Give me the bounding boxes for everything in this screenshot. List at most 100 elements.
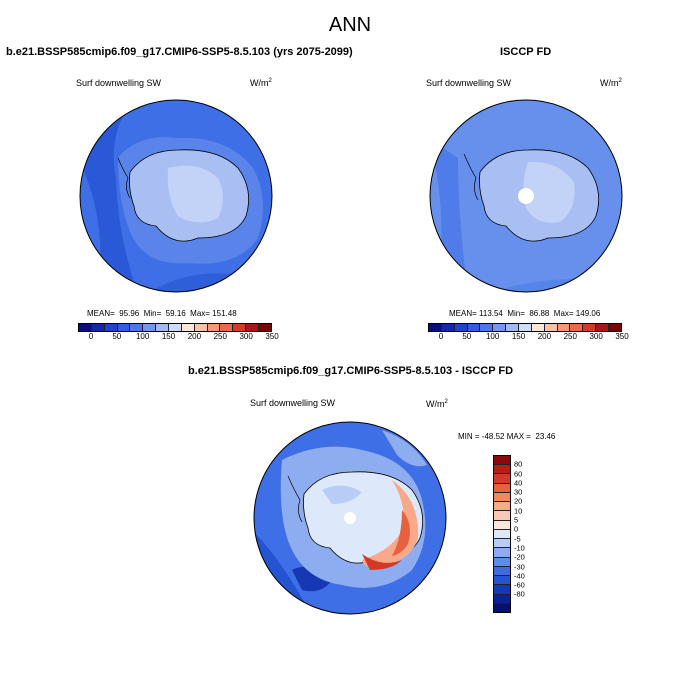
panel3-stats: MIN = -48.52 MAX = 23.46 [458, 432, 556, 441]
colorbar-swatch [494, 465, 510, 475]
colorbar-swatch [480, 324, 494, 331]
colorbar-tick-label: 150 [161, 332, 176, 341]
colorbar-tick-label: 10 [514, 506, 523, 516]
panel2-peninsula-coast [463, 153, 479, 201]
colorbar-swatch [259, 324, 271, 331]
colorbar-swatch [494, 566, 510, 577]
colorbar-swatch [429, 324, 442, 331]
panel1-map [79, 99, 273, 293]
colorbar-swatch [494, 603, 510, 612]
colorbar-swatch [117, 324, 131, 331]
panel3-strong-positive [392, 510, 410, 556]
colorbar-tick-label: 30 [514, 487, 523, 497]
panel1-stats: MEAN= 95.96 Min= 59.16 Max= 151.48 [87, 309, 237, 318]
colorbar-tick-label: 100 [485, 332, 500, 341]
colorbar-tick-label: 60 [514, 469, 523, 479]
colorbar-swatch [570, 324, 584, 331]
colorbar-swatch [246, 324, 260, 331]
colorbar-swatch [494, 502, 510, 512]
colorbar-swatch [494, 483, 510, 493]
colorbar-swatch [494, 576, 510, 586]
colorbar-tick-label: -10 [514, 543, 525, 553]
colorbar-tick-label: 0 [88, 332, 94, 341]
colorbar-tick-label: 350 [615, 332, 629, 341]
colorbar-tick-label: 50 [462, 332, 472, 341]
colorbar-swatch [596, 324, 610, 331]
colorbar-tick-label: -30 [514, 562, 525, 572]
colorbar-swatch [156, 324, 170, 331]
panel3-negative-interior [322, 485, 362, 504]
colorbar-tick-label: 250 [563, 332, 577, 341]
colorbar-tick-label: 150 [511, 332, 526, 341]
colorbar-tick-label: -80 [514, 589, 525, 599]
colorbar-swatch [130, 324, 144, 331]
panel3-field-label: Surf downwelling SW [250, 398, 336, 408]
colorbar-swatch [494, 474, 510, 484]
panel2-stats: MEAN= 113.54 Min= 86.88 Max= 149.06 [449, 309, 601, 318]
colorbar-swatch [91, 324, 105, 331]
panel3-colorbar-wrap [493, 455, 511, 613]
colorbar-swatch [609, 324, 621, 331]
panel1-plateau [167, 165, 223, 223]
colorbar-swatch [169, 324, 182, 331]
colorbar-swatch [220, 324, 234, 331]
panel1-title: b.e21.BSSP585cmip6.f09_g17.CMIP6-SSP5-8.… [6, 46, 353, 58]
colorbar-swatch [494, 492, 510, 503]
panel2-plateau [523, 161, 575, 223]
colorbar-tick-label: 200 [187, 332, 202, 341]
colorbar-swatch [233, 324, 247, 331]
colorbar-swatch [557, 324, 571, 331]
colorbar-tick-label: 350 [265, 332, 279, 341]
panel1-colorbar [78, 323, 272, 332]
panel3-colorbar-labels: 80 60 40 30 20 10 5 0 -5 -10 -20 -30 -40 -60 -80 [514, 455, 544, 613]
panel1-units: W/m2 [250, 78, 272, 88]
figure-title: ANN [328, 14, 372, 36]
colorbar-swatch [494, 456, 510, 466]
colorbar-swatch [544, 324, 558, 331]
colorbar-swatch [531, 324, 545, 331]
colorbar-tick-label: 300 [589, 332, 603, 341]
colorbar-swatch [194, 324, 208, 331]
colorbar-tick-label: 0 [438, 332, 444, 341]
panel3-units: W/m2 [426, 399, 448, 409]
colorbar-tick-label: 40 [514, 478, 523, 488]
colorbar-swatch [494, 520, 510, 530]
panel3-map [253, 421, 447, 615]
colorbar-swatch [494, 548, 510, 558]
panel2-title: ISCCP FD [500, 46, 552, 58]
colorbar-tick-label: 100 [135, 332, 150, 341]
panel2-colorbar [428, 323, 622, 332]
colorbar-swatch [79, 324, 92, 331]
colorbar-tick-label: -40 [514, 571, 525, 581]
colorbar-tick-label: -60 [514, 580, 525, 590]
colorbar-tick-label: 200 [537, 332, 552, 341]
colorbar-swatch [143, 324, 157, 331]
panel2-map [429, 99, 623, 293]
panel1-map-border [79, 99, 273, 293]
panel2-colorbar-wrap: 0 50 100 150 200 250 300 350 [428, 323, 629, 344]
colorbar-swatch [494, 539, 510, 549]
colorbar-swatch [207, 324, 221, 331]
panel3-title: b.e21.BSSP585cmip6.f09_g17.CMIP6-SSP5-8.… [188, 365, 514, 377]
colorbar-swatch [583, 324, 597, 331]
panel2-field-label: Surf downwelling SW [426, 78, 512, 88]
colorbar-tick-label: 300 [239, 332, 253, 341]
colorbar-swatch [467, 324, 481, 331]
colorbar-tick-label: 50 [112, 332, 122, 341]
panel2-map-border [429, 99, 623, 293]
panel3-strong-positive-s [362, 554, 402, 570]
panel3-map-border [253, 421, 447, 615]
colorbar-swatch [494, 594, 510, 604]
colorbar-swatch [506, 324, 520, 331]
panel2-units: W/m2 [600, 78, 622, 88]
colorbar-swatch [441, 324, 455, 331]
colorbar-tick-label: 250 [213, 332, 227, 341]
panel3-pole-hole [344, 512, 356, 524]
colorbar-swatch [454, 324, 468, 331]
panel2-low-region [430, 138, 468, 292]
panel1-peninsula-coast [117, 157, 131, 199]
colorbar-swatch [104, 324, 118, 331]
colorbar-tick-label: 0 [514, 524, 519, 534]
colorbar-tick-label: 80 [514, 459, 523, 469]
colorbar-tick-label: -5 [514, 534, 521, 544]
